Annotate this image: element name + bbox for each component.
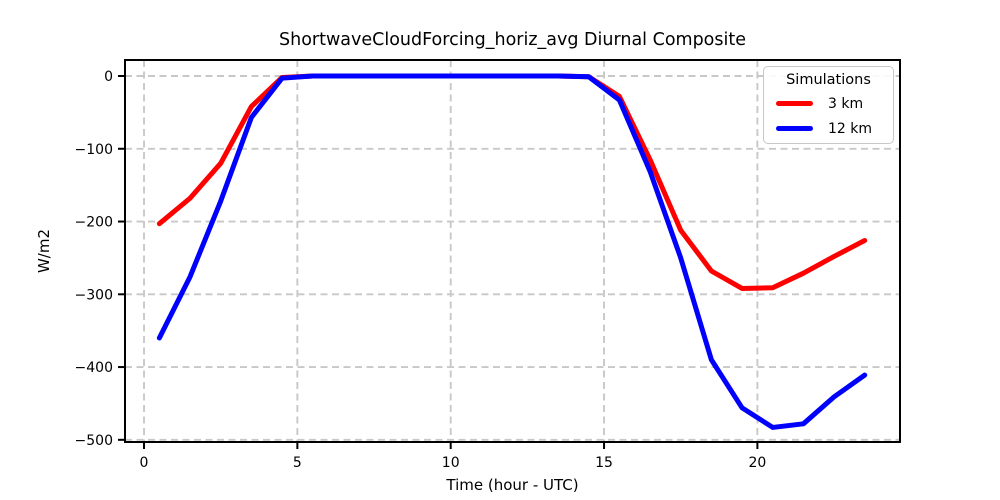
legend-label: 3 km [828, 95, 864, 112]
legend-title: Simulations [786, 72, 871, 88]
series-line-3-km [156, 73, 868, 291]
chart-title: ShortwaveCloudForcing_horiz_avg Diurnal … [279, 30, 746, 50]
x-tick-label: 20 [748, 455, 766, 471]
legend-row: 12 km [764, 116, 893, 141]
x-tick-label: 5 [293, 455, 302, 471]
y-axis-label: W/m2 [35, 228, 53, 274]
y-tick-label: 0 [104, 69, 113, 85]
legend-swatch-3-km [776, 101, 813, 106]
axes-spines [124, 59, 901, 443]
series-line-12-km [156, 73, 868, 430]
x-tick-label: 0 [140, 455, 149, 471]
y-tick-label: −300 [75, 287, 113, 303]
legend-entries: 3 km 12 km [764, 91, 893, 141]
legend-label: 12 km [828, 120, 873, 137]
y-tick-label: −100 [75, 142, 113, 158]
y-tick-label: −200 [75, 215, 113, 231]
legend: Simulations 3 km 12 km [763, 66, 894, 144]
legend-row: 3 km [764, 91, 893, 116]
x-tick-label: 15 [595, 455, 613, 471]
y-tick-label: −500 [75, 433, 113, 449]
x-axis-label: Time (hour - UTC) [446, 476, 579, 494]
x-tick-label: 10 [442, 455, 460, 471]
legend-swatch-12-km [776, 126, 813, 131]
y-tick-label: −400 [75, 360, 113, 376]
